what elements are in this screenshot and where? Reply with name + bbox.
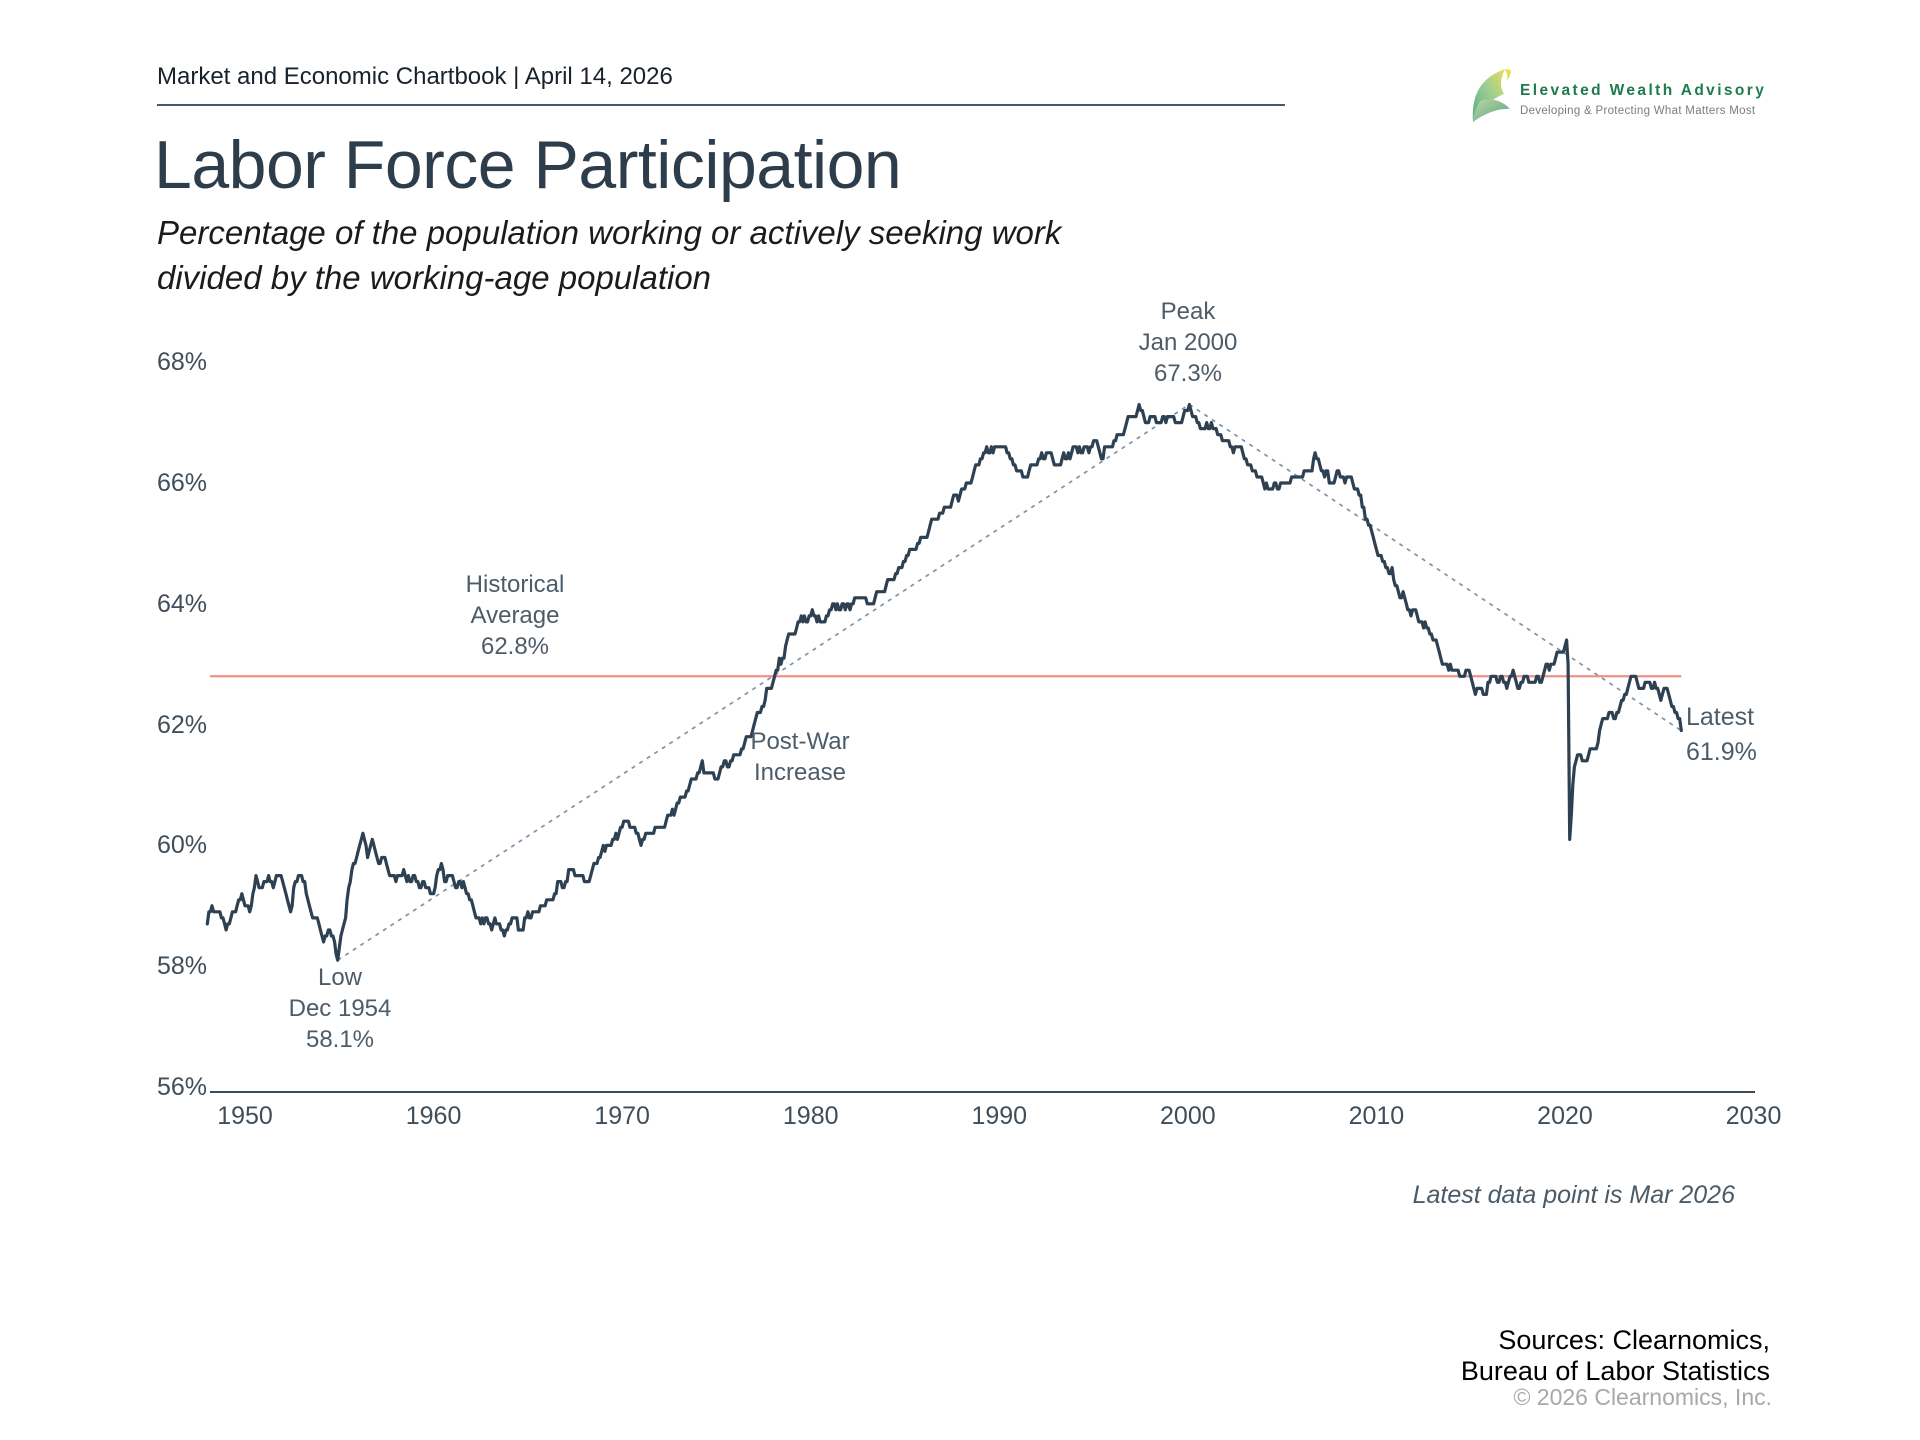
annotation-low-value: 58.1% (305, 1026, 375, 1053)
x-tick-label: 2010 (1348, 1102, 1405, 1130)
copyright-text: © 2026 Clearnomics, Inc. (1513, 1384, 1772, 1410)
annotation-latest-label: Latest (1686, 703, 1755, 731)
company-tagline: Developing & Protecting What Matters Mos… (1520, 105, 1756, 117)
y-tick-label: 64% (156, 589, 207, 618)
y-tick-label: 56% (156, 1073, 207, 1101)
x-tick-label: 1950 (217, 1102, 273, 1130)
annotation-peak-label: Peak (1160, 298, 1216, 325)
page-title: Labor Force Participation (154, 127, 902, 203)
company-name: Elevated Wealth Advisory (1520, 82, 1767, 99)
trend-line-decline (1188, 403, 1682, 732)
y-tick-label: 68% (156, 348, 207, 377)
x-tick-label: 2020 (1537, 1102, 1593, 1130)
lfpr-series-line (205, 402, 1683, 962)
annotation-postwar-line2: Increase (753, 759, 847, 786)
chartbook-header-title: Market and Economic Chartbook | April 14… (157, 63, 673, 90)
annotation-peak-value: 67.3% (1153, 360, 1223, 387)
y-tick-label: 66% (156, 469, 207, 497)
annotation-low-date: Dec 1954 (288, 995, 392, 1022)
x-tick-label: 1990 (971, 1102, 1028, 1130)
annotation-post-war: Post-War Increase (690, 726, 910, 788)
annotation-peak: Peak Jan 2000 67.3% (1078, 296, 1298, 389)
x-tick-label: 1960 (405, 1102, 462, 1130)
annotation-hist-line1: Historical (465, 571, 565, 598)
company-logo: Elevated Wealth Advisory Developing & Pr… (1467, 66, 1827, 130)
annotation-latest: Latest 61.9% (1686, 700, 1826, 770)
annotation-hist-line2: Average (470, 602, 560, 629)
annotation-historical-average: Historical Average 62.8% (405, 569, 625, 662)
trend-line-rise (337, 403, 1190, 961)
y-tick-label: 60% (156, 831, 207, 860)
latest-data-footnote: Latest data point is Mar 2026 (1412, 1181, 1735, 1209)
annotation-latest-value: 61.9% (1686, 738, 1757, 766)
x-tick-label: 2000 (1160, 1102, 1216, 1130)
annotation-hist-value: 62.8% (480, 633, 550, 660)
x-tick-label: 2030 (1725, 1102, 1782, 1130)
y-tick-label: 62% (156, 710, 207, 739)
leaf-logo-icon (1472, 69, 1512, 122)
sources-text: Sources: Clearnomics, Bureau of Labor St… (1460, 1325, 1770, 1386)
y-tick-label: 58% (156, 952, 207, 981)
annotation-peak-date: Jan 2000 (1138, 329, 1238, 356)
header-divider (157, 104, 1285, 106)
annotation-low: Low Dec 1954 58.1% (230, 962, 450, 1055)
x-tick-label: 1980 (782, 1102, 839, 1130)
annotation-low-label: Low (317, 964, 363, 991)
page-subtitle: Percentage of the population working or … (157, 214, 1062, 296)
x-tick-label: 1970 (594, 1102, 650, 1130)
annotation-postwar-line1: Post-War (750, 728, 850, 755)
